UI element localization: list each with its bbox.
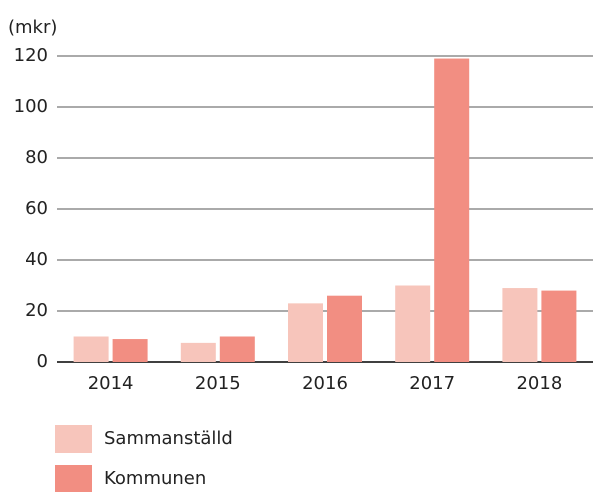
y-tick-label: 20 [25,300,48,321]
bar [180,342,216,362]
bar [288,303,323,362]
bar [327,295,362,362]
bar [73,336,109,362]
x-tick-label: 2016 [302,373,348,394]
y-axis-label: (mkr) [8,17,57,38]
bar [541,290,577,362]
legend-label: Kommunen [104,468,206,489]
bar [395,285,431,362]
legend-label: Sammanställd [104,428,233,449]
y-tick-label: 120 [14,45,48,66]
x-tick-label: 2014 [88,373,134,394]
legend-swatch [55,425,92,453]
legend-swatch [55,465,92,492]
bar [219,336,255,362]
bar [434,58,470,363]
y-tick-label: 40 [25,249,48,270]
y-tick-label: 60 [25,198,48,219]
x-tick-label: 2017 [409,373,455,394]
x-tick-label: 2018 [516,373,562,394]
x-tick-label: 2015 [195,373,241,394]
y-tick-label: 80 [25,147,48,168]
bar [502,288,538,362]
bar [112,339,148,362]
y-tick-label: 100 [14,96,48,117]
y-tick-label: 0 [37,351,48,372]
